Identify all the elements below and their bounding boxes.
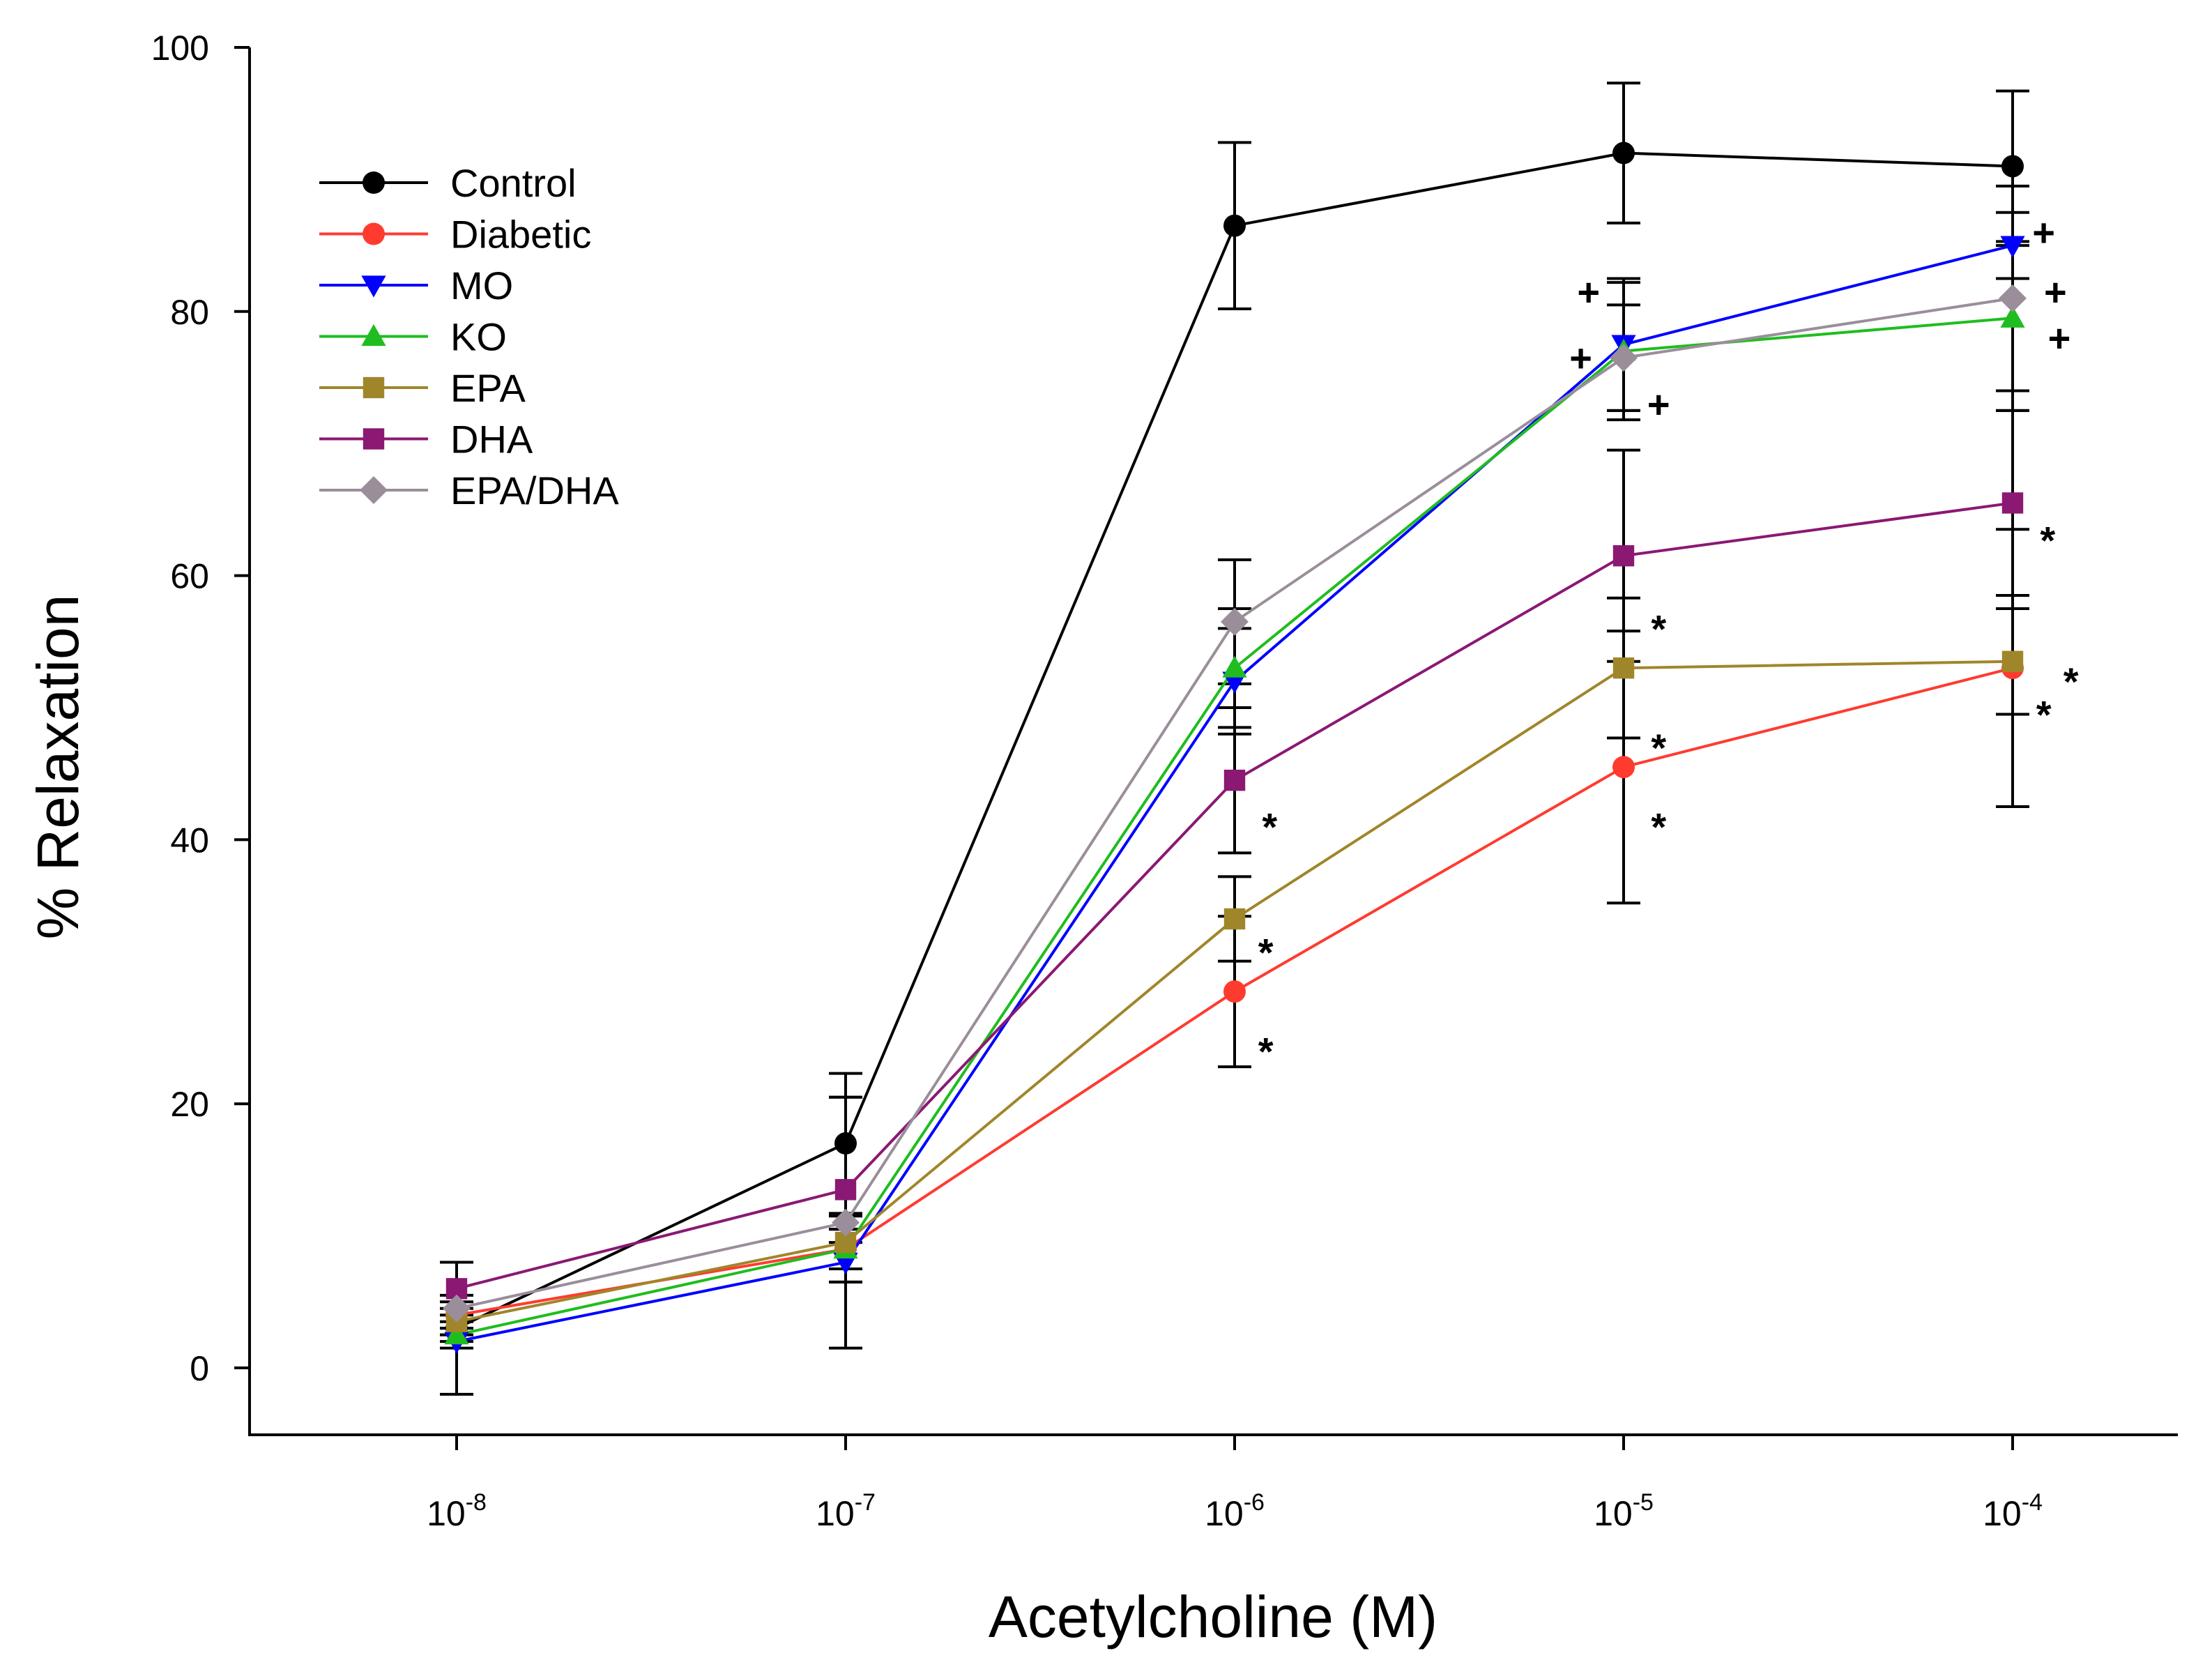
legend-label-diabetic: Diabetic <box>450 213 591 257</box>
ko-point <box>2000 305 2025 328</box>
control-point <box>2001 155 2024 178</box>
epa-dha-point <box>1221 607 1249 636</box>
legend-marker-dha <box>363 428 385 450</box>
legend-marker-mo <box>361 275 386 298</box>
control-point <box>1612 142 1635 165</box>
error-bars <box>440 82 2029 1396</box>
control-point <box>834 1132 857 1155</box>
legend-marker-diabetic <box>363 222 385 245</box>
legend-marker-epa-dha <box>360 476 388 504</box>
epa-point <box>1223 908 1246 930</box>
x-ticks: 10-8 10-7 10-6 10-5 10-4 <box>427 1435 2043 1533</box>
legend-label-mo: MO <box>450 264 513 307</box>
epa-dha-point <box>443 1294 471 1323</box>
axes <box>248 47 2178 1436</box>
legend: Control Diabetic MO KO EPA DHA EPA/DHA <box>319 161 619 512</box>
legend-label-ko: KO <box>450 315 507 359</box>
y-tick-label: 40 <box>170 821 209 860</box>
legend-marker-ko <box>361 323 386 347</box>
y-tick-label: 20 <box>170 1085 209 1124</box>
x-tick-label: 10-8 <box>427 1489 487 1533</box>
legend-label-epa: EPA <box>450 366 526 410</box>
x-tick-label: 10-7 <box>816 1489 876 1533</box>
significance-asterisk: * <box>1258 930 1274 974</box>
significance-plus: + <box>1577 270 1600 314</box>
dha-point <box>1612 545 1635 567</box>
y-tick-label: 100 <box>151 29 209 68</box>
epa-dha-point <box>1610 344 1638 372</box>
y-axis-title: % Relaxation <box>25 595 91 940</box>
legend-label-dha: DHA <box>450 418 533 462</box>
y-tick-label: 0 <box>190 1349 209 1388</box>
significance-asterisk: * <box>1262 805 1277 848</box>
significance-plus: + <box>1647 382 1670 426</box>
significance-annotations: ++++++********* <box>1258 211 2079 1073</box>
legend-marker-epa <box>363 376 385 399</box>
x-tick-label: 10-5 <box>1594 1489 1654 1533</box>
significance-asterisk: * <box>1651 726 1666 770</box>
significance-plus: + <box>2032 211 2055 254</box>
mo-point <box>2000 236 2025 258</box>
legend-label-epa-dha: EPA/DHA <box>450 469 619 512</box>
epa-dha-point <box>1999 284 2027 312</box>
significance-asterisk: * <box>1258 1029 1274 1073</box>
control-point <box>1223 214 1246 237</box>
x-tick-label: 10-4 <box>1983 1489 2043 1533</box>
significance-plus: + <box>2044 270 2067 314</box>
significance-plus: + <box>1569 336 1592 380</box>
significance-asterisk: * <box>2036 692 2052 736</box>
epa-dha-point <box>832 1208 860 1237</box>
diabetic-point <box>1612 756 1635 779</box>
data-markers <box>443 142 2027 1354</box>
ko-point <box>444 1323 469 1345</box>
significance-plus: + <box>2048 317 2071 360</box>
dha-point <box>1223 769 1246 791</box>
y-tick-label: 80 <box>170 293 209 332</box>
significance-asterisk: * <box>2064 660 2079 703</box>
epa-point <box>1612 657 1635 679</box>
significance-asterisk: * <box>2040 518 2055 562</box>
y-ticks: 0 20 40 60 80 100 <box>151 29 250 1388</box>
y-tick-label: 60 <box>170 557 209 596</box>
x-tick-label: 10-6 <box>1205 1489 1265 1533</box>
significance-asterisk: * <box>1651 805 1666 848</box>
legend-label-control: Control <box>450 161 577 205</box>
dha-point <box>834 1179 857 1201</box>
significance-asterisk: * <box>1651 607 1666 650</box>
diabetic-point <box>1223 980 1246 1003</box>
legend-marker-control <box>363 172 385 194</box>
epa-point <box>2001 650 2024 672</box>
x-axis-title: Acetylcholine (M) <box>989 1584 1437 1650</box>
dha-point <box>2001 492 2024 514</box>
ko-point <box>1222 655 1247 678</box>
